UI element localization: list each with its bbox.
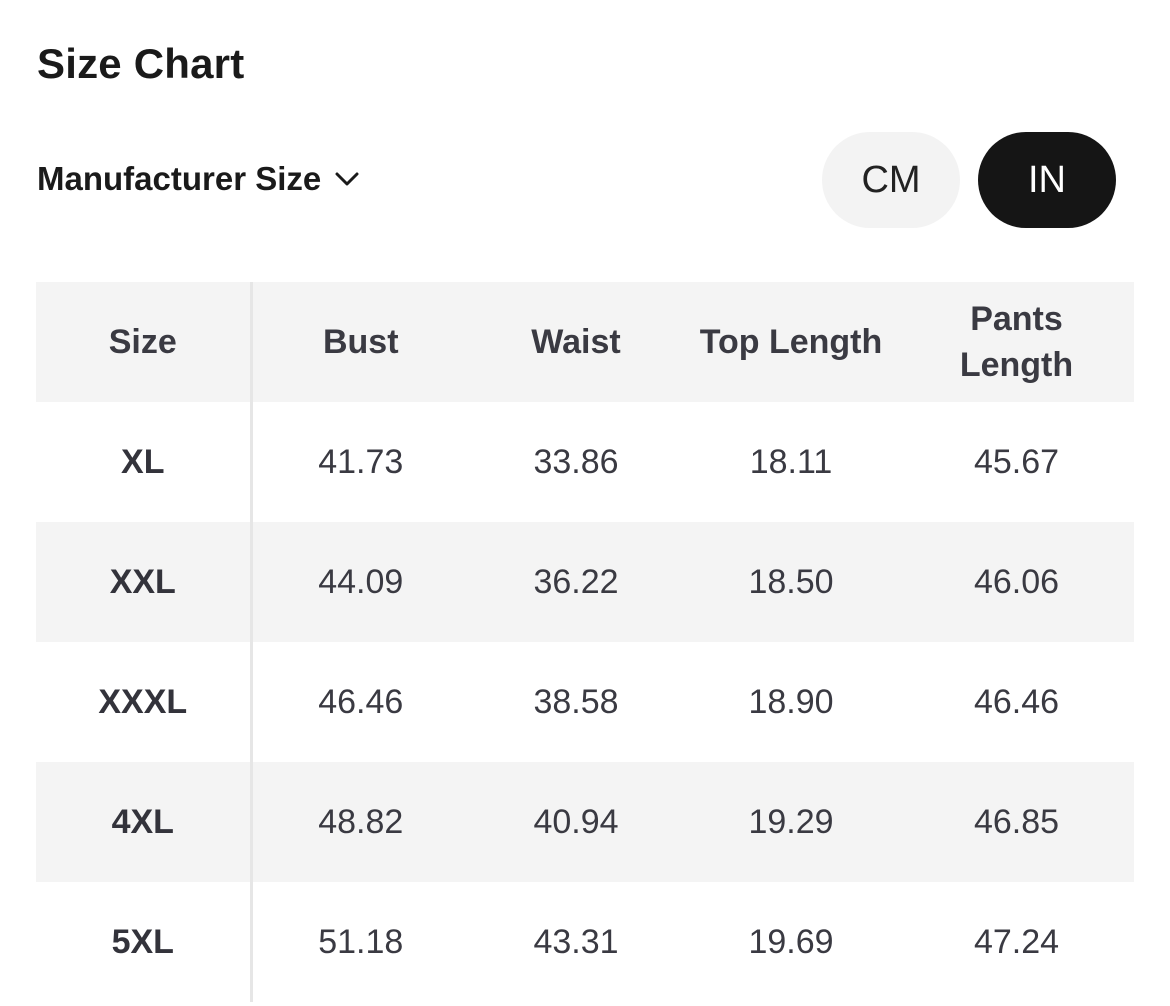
table-row: XXL 44.09 36.22 18.50 46.06 — [36, 522, 1134, 642]
size-table: Size Bust Waist Top Length Pants Length XL 41… — [36, 282, 1136, 1002]
measure-cell: 19.69 — [748, 922, 834, 961]
measure-cell: 19.29 — [748, 802, 834, 841]
column-header: Bust — [322, 323, 399, 361]
measure-cell: 51.18 — [318, 922, 404, 961]
measure-cell: 18.11 — [749, 442, 833, 481]
selector-label: Manufacturer Size — [37, 160, 322, 197]
header-row: Size Bust Waist Top Length Pants Length — [36, 282, 1134, 402]
measure-cell: 40.94 — [533, 802, 619, 841]
measure-cell: 46.46 — [318, 682, 404, 721]
measure-cell: 36.22 — [533, 562, 619, 601]
table-row: 5XL 51.18 43.31 19.69 47.24 — [36, 882, 1134, 1002]
column-header: Waist — [531, 323, 621, 361]
measure-cell: 41.73 — [318, 442, 404, 481]
column-header: Size — [36, 282, 253, 402]
measure-cell: 18.50 — [748, 562, 834, 601]
table-body: XL 41.73 33.86 18.11 45.67 XXL 44.09 36.22 18.50… — [36, 402, 1134, 1002]
measure-cell: 38.58 — [533, 682, 619, 721]
size-cell: 4XL — [36, 762, 253, 882]
unit-button-selected[interactable]: IN — [978, 132, 1116, 228]
measure-cell: 47.24 — [973, 922, 1060, 961]
measure-cell: 46.85 — [973, 802, 1060, 841]
size-cell: XXXL — [36, 642, 253, 762]
measure-cell: 18.90 — [748, 682, 834, 721]
measure-cell: 45.67 — [973, 442, 1060, 481]
title: Size Chart — [37, 40, 245, 87]
unit-button[interactable]: CM — [822, 132, 960, 228]
column-header: Pants Length — [959, 300, 1074, 384]
column-header: Top Length — [699, 323, 883, 361]
measure-cell: 33.86 — [533, 442, 619, 481]
measure-cell: 43.31 — [533, 922, 619, 961]
measure-cell: 46.06 — [973, 562, 1060, 601]
measure-cell: 48.82 — [318, 802, 404, 841]
size-cell: XL — [36, 402, 253, 522]
table-row: XXXL 46.46 38.58 18.90 46.46 — [36, 642, 1134, 762]
size-cell: 5XL — [36, 882, 253, 1002]
table-row: 4XL 48.82 40.94 19.29 46.85 — [36, 762, 1134, 882]
measure-cell: 46.46 — [973, 682, 1060, 721]
size-cell: XXL — [36, 522, 253, 642]
size-type-selector[interactable]: Manufacturer Size — [37, 160, 359, 198]
table-row: XL 41.73 33.86 18.11 45.67 — [36, 402, 1134, 522]
measure-cell: 44.09 — [318, 562, 404, 601]
chevron-icon — [335, 172, 359, 186]
